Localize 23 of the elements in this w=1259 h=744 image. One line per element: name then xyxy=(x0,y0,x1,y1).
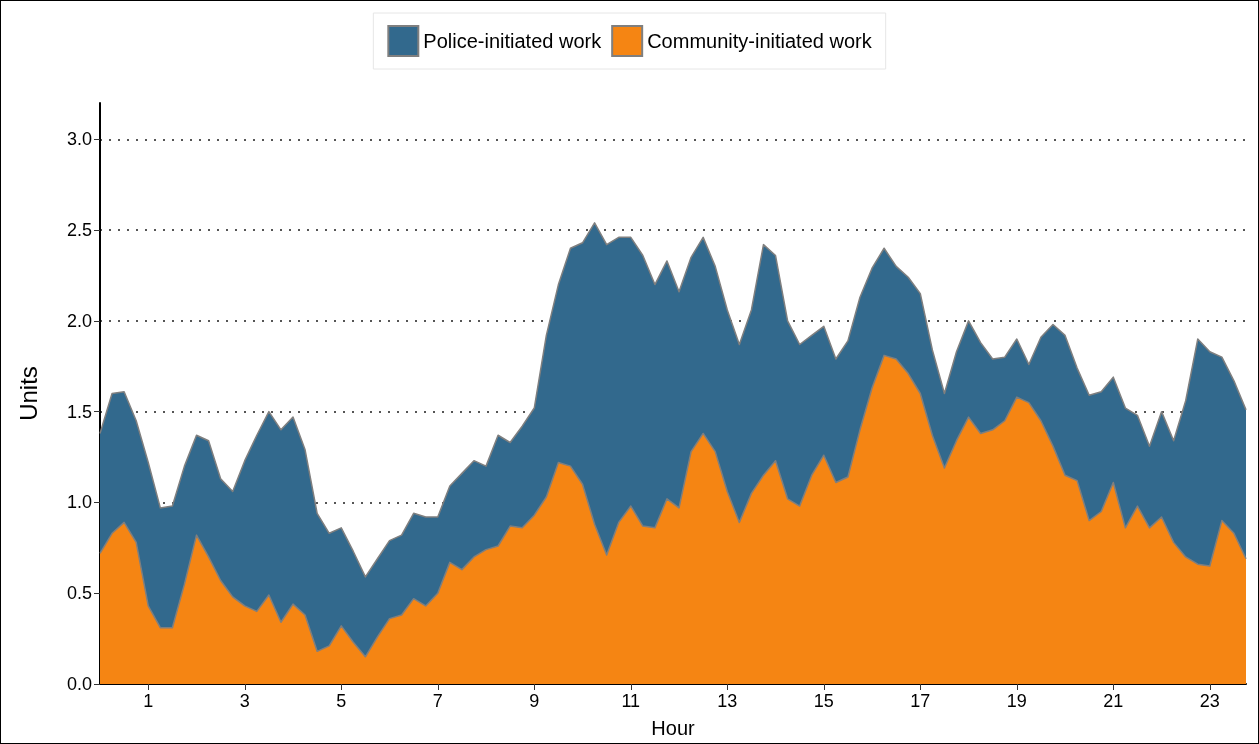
y-tick-label: 2.0 xyxy=(66,310,92,331)
legend-label: Police-initiated work xyxy=(423,30,603,52)
x-tick-label: 23 xyxy=(1199,691,1220,711)
y-tick-label: 3.0 xyxy=(66,129,92,150)
x-tick-label: 15 xyxy=(813,691,834,711)
y-tick-label: 0.5 xyxy=(66,583,92,604)
legend-label: Community-initiated work xyxy=(647,30,873,52)
x-tick-label: 13 xyxy=(717,691,738,711)
x-tick-label: 5 xyxy=(336,691,347,711)
x-tick-label: 19 xyxy=(1006,691,1027,711)
x-tick-label: 17 xyxy=(910,691,931,711)
x-tick-label: 21 xyxy=(1103,691,1124,711)
x-tick-label: 9 xyxy=(529,691,540,711)
y-tick-label: 0.0 xyxy=(66,674,92,694)
y-tick-label: 1.0 xyxy=(66,492,92,513)
x-tick-label: 7 xyxy=(432,691,443,711)
y-tick-label: 1.5 xyxy=(66,401,92,422)
x-tick-label: 11 xyxy=(621,691,641,711)
x-tick-label: 3 xyxy=(239,691,250,711)
x-axis-title: Hour xyxy=(651,717,696,739)
x-tick-label: 1 xyxy=(143,691,154,711)
y-axis-title: Units xyxy=(14,366,42,421)
y-tick-label: 2.5 xyxy=(66,220,92,241)
